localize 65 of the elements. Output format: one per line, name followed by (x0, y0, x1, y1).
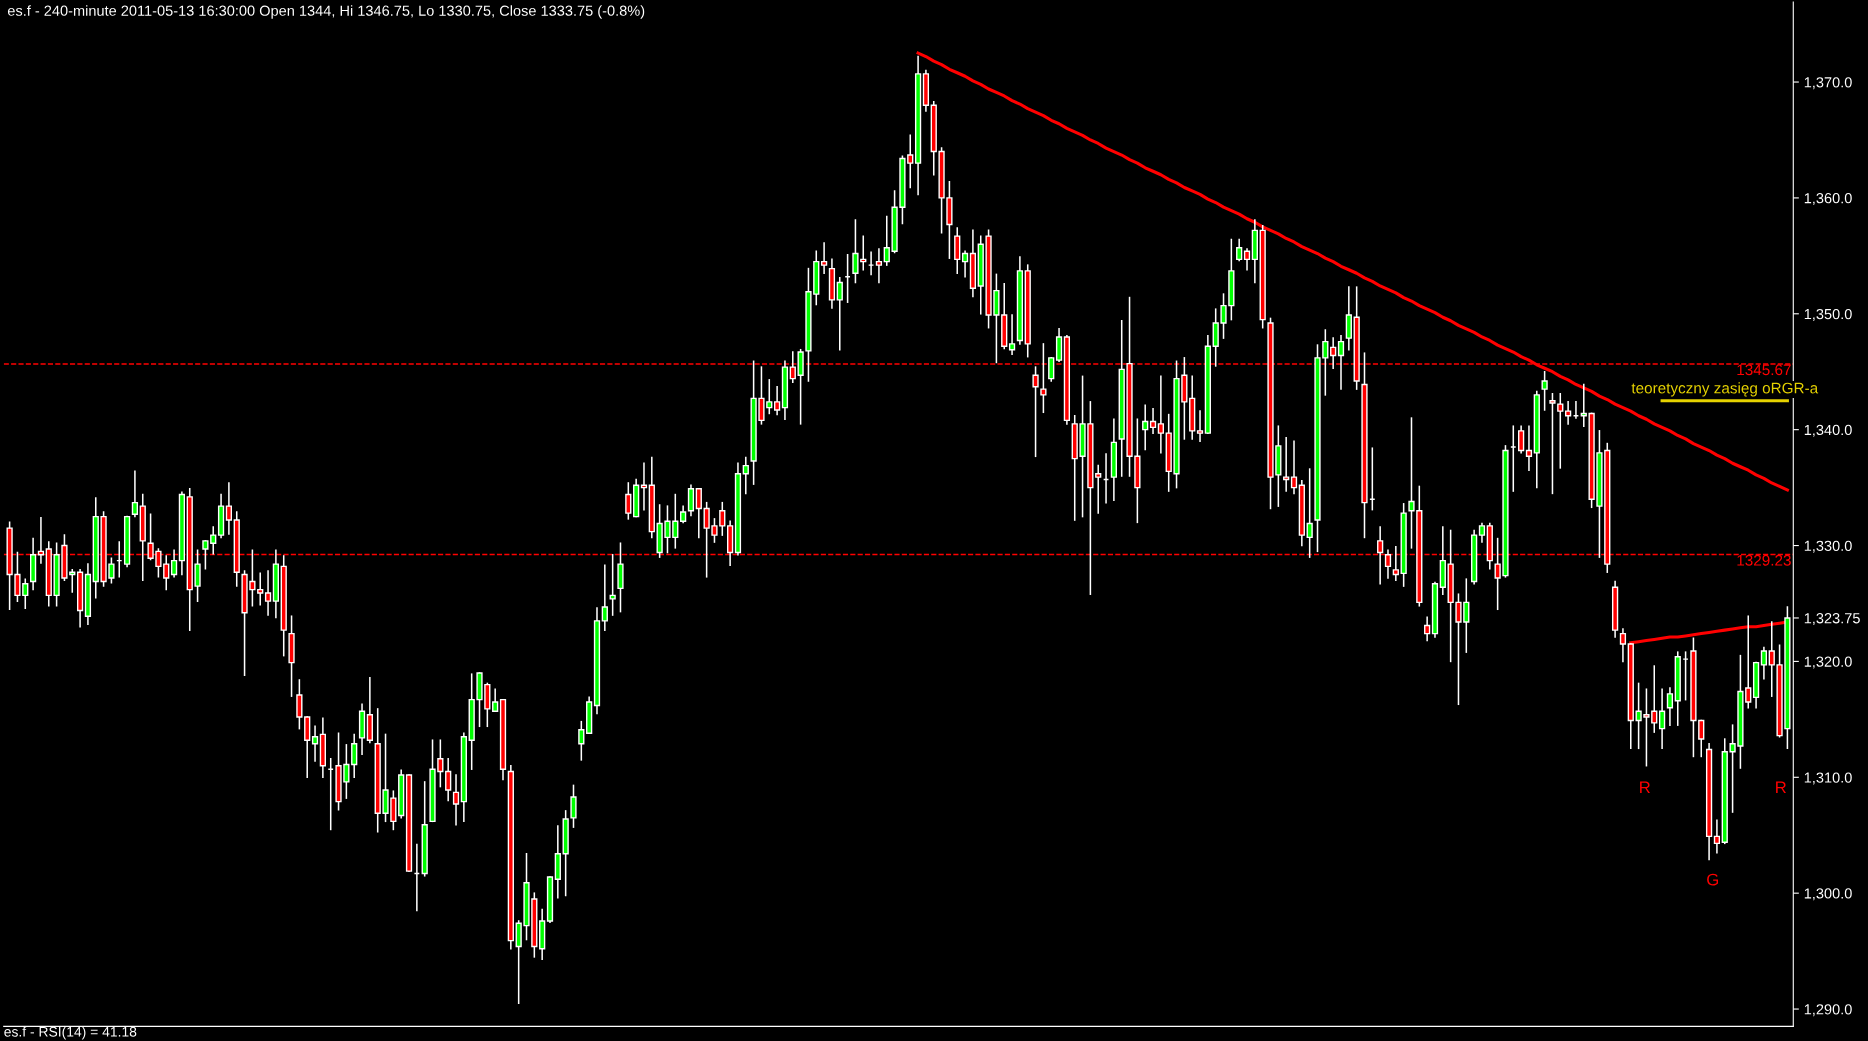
candlestick (1760, 646, 1768, 680)
candlestick (1142, 404, 1149, 451)
annotation: R (1640, 781, 1650, 794)
candlestick (609, 554, 616, 616)
candlestick (954, 227, 961, 274)
candlestick (1337, 335, 1345, 390)
y-tick-label: 1,320.0 (1804, 656, 1852, 669)
y-tick-label: 1,360.0 (1804, 193, 1852, 206)
candlestick (687, 484, 695, 517)
candlestick (1478, 522, 1486, 543)
candlestick (1619, 628, 1627, 663)
candlestick (1713, 819, 1721, 854)
candlestick (452, 774, 460, 826)
ref-line-label: 1329.23 (1737, 554, 1791, 566)
candlestick (1149, 408, 1157, 434)
candlestick (1424, 616, 1431, 642)
candlestick (264, 570, 272, 616)
candlestick (773, 386, 781, 416)
candlestick (1541, 370, 1548, 411)
y-tick-label: 1,310.0 (1804, 772, 1852, 785)
candlestick (1290, 440, 1298, 495)
y-tick-label: 1,340.0 (1804, 424, 1852, 437)
ref-line-label: 1345.67 (1737, 364, 1791, 376)
candlestick (1243, 248, 1251, 271)
candlestick (1658, 688, 1666, 750)
candlestick (836, 277, 843, 351)
y-tick-label: 1,330.0 (1804, 540, 1852, 553)
candlestick (1306, 468, 1313, 558)
candlestick (445, 757, 452, 802)
y-tick-label: 1,300.0 (1804, 888, 1852, 901)
candlestick (820, 242, 828, 274)
candlestick (695, 487, 702, 539)
candlestick (351, 733, 358, 779)
candlestick (1518, 425, 1525, 454)
candlestick (311, 725, 319, 762)
candlestick (131, 470, 139, 518)
candlestick (1008, 314, 1016, 356)
candlestick (225, 482, 233, 535)
y-tick-label: 1,323.75 (1804, 613, 1860, 626)
candlestick (578, 720, 585, 761)
annotation: G (1707, 873, 1718, 886)
candlestick (1345, 286, 1352, 351)
y-tick-label: 1,370.0 (1804, 77, 1852, 90)
candlestick (1666, 687, 1674, 726)
candlestick (875, 248, 883, 284)
chart-title: es.f - 240-minute 2011-05-13 16:30:00 Open 1344, Hi 1346.75, Lo 1330.75, Close 1333.75 (-0.8%) (7, 5, 645, 19)
annotation: R (1776, 781, 1786, 794)
candlestick (742, 456, 749, 495)
candlestick (961, 250, 969, 278)
y-tick-label: 1,290.0 (1804, 1004, 1852, 1017)
candlestick (1283, 437, 1290, 492)
candlestick (1048, 357, 1055, 382)
candlestick (1196, 410, 1204, 443)
text: es.f - RSI(14) = 41.18 (4, 1026, 137, 1040)
series-label: teoretyczny zasięg oRGR-a (1631, 382, 1819, 397)
candlestick (1236, 238, 1243, 262)
candlestick (1055, 328, 1063, 363)
candlestick (1525, 425, 1533, 471)
candlestick (625, 482, 632, 520)
y-tick-label: 1,350.0 (1804, 308, 1852, 321)
candlestick (170, 549, 178, 578)
candlestick (1564, 401, 1572, 425)
candlestick (1157, 375, 1164, 454)
candlestick (492, 688, 499, 713)
candlestick (601, 564, 608, 631)
